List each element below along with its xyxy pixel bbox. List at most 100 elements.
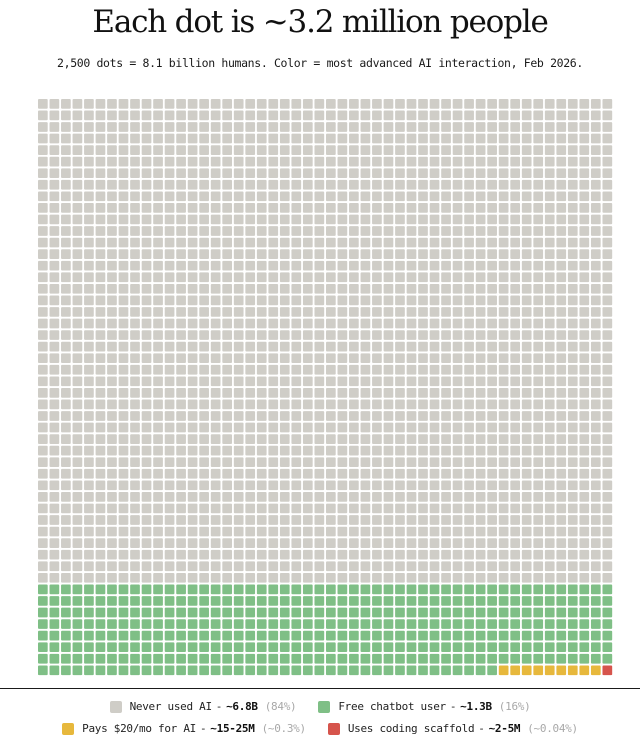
- waffle-dot-never-used-ai: [360, 399, 371, 410]
- waffle-dot-free-chatbot-user: [567, 584, 578, 595]
- waffle-dot-never-used-ai: [107, 526, 117, 537]
- waffle-dot-free-chatbot-user: [245, 619, 256, 629]
- waffle-dot-never-used-ai: [118, 99, 129, 109]
- waffle-dot-never-used-ai: [349, 330, 359, 340]
- waffle-dot-never-used-ai: [187, 480, 198, 491]
- waffle-dot-never-used-ai: [291, 145, 302, 155]
- waffle-dot-free-chatbot-user: [256, 607, 267, 618]
- waffle-dot-free-chatbot-user: [268, 596, 279, 606]
- waffle-dot-never-used-ai: [406, 133, 417, 144]
- waffle-dot-never-used-ai: [107, 341, 117, 352]
- waffle-dot-never-used-ai: [268, 330, 279, 340]
- waffle-dot-never-used-ai: [153, 168, 163, 179]
- waffle-dot-never-used-ai: [268, 168, 279, 179]
- waffle-dot-never-used-ai: [429, 226, 440, 236]
- waffle-dot-never-used-ai: [118, 226, 129, 236]
- waffle-dot-never-used-ai: [429, 156, 440, 167]
- waffle-dot-never-used-ai: [245, 203, 256, 213]
- waffle-dot-never-used-ai: [383, 422, 394, 433]
- waffle-dot-never-used-ai: [107, 411, 117, 421]
- waffle-dot-never-used-ai: [349, 99, 359, 109]
- waffle-dot-never-used-ai: [118, 445, 129, 456]
- waffle-dot-never-used-ai: [579, 480, 590, 491]
- waffle-dot-free-chatbot-user: [245, 642, 256, 653]
- waffle-dot-never-used-ai: [130, 515, 140, 525]
- waffle-dot-never-used-ai: [176, 388, 186, 398]
- waffle-dot-never-used-ai: [544, 330, 555, 340]
- waffle-dot-never-used-ai: [141, 468, 152, 479]
- waffle-dot-free-chatbot-user: [95, 584, 106, 595]
- waffle-dot-never-used-ai: [475, 203, 486, 213]
- waffle-dot-never-used-ai: [49, 434, 60, 444]
- waffle-dot-never-used-ai: [49, 99, 60, 109]
- waffle-dot-never-used-ai: [510, 561, 521, 572]
- waffle-dot-never-used-ai: [130, 237, 140, 248]
- waffle-dot-free-chatbot-user: [256, 630, 267, 641]
- waffle-dot-never-used-ai: [383, 249, 394, 259]
- waffle-dot-never-used-ai: [210, 572, 221, 583]
- waffle-dot-never-used-ai: [291, 445, 302, 456]
- waffle-dot-never-used-ai: [602, 445, 613, 456]
- waffle-dot-never-used-ai: [544, 272, 555, 283]
- waffle-dot-never-used-ai: [49, 179, 60, 190]
- waffle-dot-never-used-ai: [141, 226, 152, 236]
- waffle-dot-never-used-ai: [210, 364, 221, 375]
- waffle-dot-never-used-ai: [590, 411, 601, 421]
- waffle-dot-never-used-ai: [187, 191, 198, 202]
- waffle-dot-never-used-ai: [429, 445, 440, 456]
- waffle-dot-free-chatbot-user: [164, 665, 175, 676]
- waffle-dot-never-used-ai: [487, 307, 497, 317]
- waffle-dot-never-used-ai: [107, 457, 117, 468]
- waffle-dot-never-used-ai: [360, 307, 371, 317]
- waffle-dot-never-used-ai: [533, 353, 544, 364]
- waffle-dot-free-chatbot-user: [279, 630, 290, 641]
- waffle-dot-never-used-ai: [153, 145, 163, 155]
- waffle-dot-never-used-ai: [464, 156, 474, 167]
- waffle-dot-never-used-ai: [429, 503, 440, 514]
- waffle-dot-never-used-ai: [176, 249, 186, 259]
- waffle-dot-never-used-ai: [452, 214, 463, 225]
- waffle-dot-never-used-ai: [84, 364, 94, 375]
- waffle-dot-pays-20-mo-for-ai: [579, 665, 590, 676]
- waffle-dot-never-used-ai: [590, 318, 601, 329]
- waffle-dot-never-used-ai: [464, 388, 474, 398]
- waffle-dot-never-used-ai: [452, 388, 463, 398]
- waffle-dot-never-used-ai: [579, 203, 590, 213]
- waffle-dot-free-chatbot-user: [326, 584, 336, 595]
- waffle-dot-never-used-ai: [107, 492, 117, 502]
- waffle-dot-never-used-ai: [452, 133, 463, 144]
- waffle-dot-never-used-ai: [441, 364, 451, 375]
- waffle-dot-never-used-ai: [314, 99, 325, 109]
- waffle-dot-never-used-ai: [141, 515, 152, 525]
- waffle-dot-never-used-ai: [72, 122, 83, 132]
- waffle-dot-never-used-ai: [487, 156, 497, 167]
- waffle-dot-never-used-ai: [187, 434, 198, 444]
- waffle-dot-never-used-ai: [233, 330, 244, 340]
- waffle-dot-never-used-ai: [291, 422, 302, 433]
- waffle-dot-free-chatbot-user: [372, 584, 382, 595]
- waffle-dot-free-chatbot-user: [590, 642, 601, 653]
- waffle-dot-never-used-ai: [498, 249, 509, 259]
- waffle-dot-free-chatbot-user: [153, 665, 163, 676]
- waffle-dot-never-used-ai: [164, 515, 175, 525]
- waffle-dot-never-used-ai: [49, 283, 60, 294]
- waffle-dot-never-used-ai: [176, 399, 186, 410]
- waffle-dot-never-used-ai: [222, 480, 233, 491]
- waffle-dot-never-used-ai: [360, 191, 371, 202]
- waffle-dot-never-used-ai: [256, 549, 267, 560]
- waffle-dot-free-chatbot-user: [510, 619, 521, 629]
- waffle-dot-never-used-ai: [153, 492, 163, 502]
- legend-label-pays-20: Pays $20/mo for AI: [82, 722, 196, 735]
- waffle-dot-never-used-ai: [395, 353, 405, 364]
- waffle-dot-never-used-ai: [95, 364, 106, 375]
- waffle-dot-never-used-ai: [302, 99, 313, 109]
- waffle-dot-never-used-ai: [84, 110, 94, 121]
- waffle-dot-never-used-ai: [314, 133, 325, 144]
- waffle-dot-never-used-ai: [590, 434, 601, 444]
- waffle-dot-never-used-ai: [118, 191, 129, 202]
- waffle-dot-never-used-ai: [222, 388, 233, 398]
- waffle-dot-never-used-ai: [579, 237, 590, 248]
- waffle-dot-never-used-ai: [222, 237, 233, 248]
- waffle-dot-free-chatbot-user: [372, 665, 382, 676]
- waffle-dot-never-used-ai: [187, 318, 198, 329]
